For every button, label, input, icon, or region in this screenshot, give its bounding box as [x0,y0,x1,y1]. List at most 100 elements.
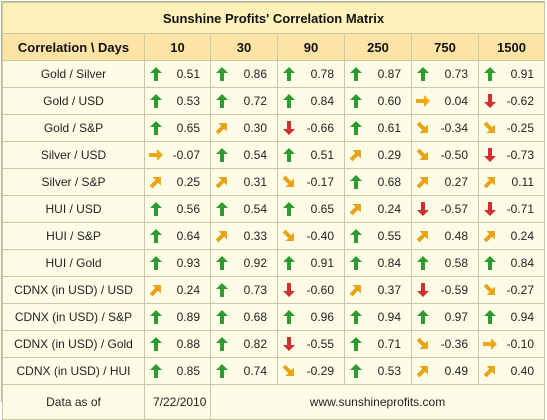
correlation-cell: 0.87 [344,60,412,88]
arrow-down-icon [416,202,430,216]
header-days-750: 750 [411,33,479,61]
arrow-up-icon [149,310,163,324]
arrow-up-icon [215,283,229,297]
row-label: Silver / S&P [2,168,145,196]
website-link[interactable]: www.sunshineprofits.com [210,384,545,420]
correlation-cell: 0.31 [210,168,278,196]
correlation-cell: 0.51 [277,141,345,169]
row-label: Gold / Silver [2,60,145,88]
table-row: Silver / USD -0.07 0.54 0.51 0.29 -0.50 -0.73 [2,141,545,169]
row-label: CDNX (in USD) / HUI [2,357,145,385]
correlation-value: 0.27 [444,175,468,189]
arrow-up-right-icon [416,229,430,243]
data-as-of-label: Data as of [2,384,145,420]
correlation-cell: -0.10 [478,330,545,358]
correlation-value: 0.56 [176,202,200,216]
table-row: CDNX (in USD) / HUI 0.85 0.74 -0.29 0.53 0.49… [2,357,545,385]
correlation-value: 0.78 [310,67,334,81]
arrow-up-icon [149,256,163,270]
correlation-cell: 0.84 [277,87,345,115]
arrow-up-icon [349,337,363,351]
correlation-cell: -0.62 [478,87,545,115]
arrow-down-icon [282,121,296,135]
arrow-up-right-icon [349,202,363,216]
correlation-value: -0.36 [440,337,468,351]
correlation-value: -0.10 [506,337,534,351]
correlation-cell: -0.27 [478,276,545,304]
correlation-value: 0.24 [377,202,401,216]
arrow-up-right-icon [483,364,497,378]
correlation-value: 0.11 [511,175,534,189]
arrow-down-icon [483,94,497,108]
correlation-cell: -0.25 [478,114,545,142]
correlation-value: 0.91 [310,256,334,270]
arrow-up-icon [349,229,363,243]
arrow-up-icon [282,310,296,324]
correlation-cell: 0.56 [144,195,211,223]
arrow-up-icon [349,67,363,81]
arrow-up-icon [349,94,363,108]
arrow-right-icon [483,337,497,351]
row-label: CDNX (in USD) / Gold [2,330,145,358]
row-label: Silver / USD [2,141,145,169]
header-correlation-days: Correlation \ Days [2,33,145,61]
correlation-cell: 0.68 [210,303,278,331]
correlation-cell: 0.73 [411,60,479,88]
arrow-up-right-icon [149,283,163,297]
arrow-up-icon [282,256,296,270]
correlation-value: 0.48 [444,229,468,243]
table-row: HUI / Gold 0.93 0.92 0.91 0.84 0.58 0.84 [2,249,545,277]
correlation-cell: 0.54 [210,141,278,169]
correlation-value: 0.30 [243,121,267,135]
arrow-up-icon [349,310,363,324]
correlation-cell: 0.71 [344,330,412,358]
arrow-up-icon [215,67,229,81]
correlation-value: 0.53 [176,94,200,108]
arrow-up-icon [349,175,363,189]
correlation-cell: -0.29 [277,357,345,385]
correlation-cell: 0.27 [411,168,479,196]
correlation-value: 0.53 [377,364,401,378]
correlation-cell: 0.37 [344,276,412,304]
correlation-cell: 0.65 [277,195,345,223]
data-date: 7/22/2010 [144,384,211,420]
correlation-value: 0.37 [377,283,401,297]
correlation-value: 0.97 [444,310,468,324]
arrow-down-right-icon [282,175,296,189]
correlation-value: 0.58 [444,256,468,270]
arrow-up-icon [483,67,497,81]
arrow-up-right-icon [215,121,229,135]
correlation-cell: 0.54 [210,195,278,223]
arrow-up-icon [149,67,163,81]
correlation-value: 0.84 [377,256,401,270]
arrow-up-icon [149,121,163,135]
correlation-cell: -0.17 [277,168,345,196]
arrow-down-right-icon [282,229,296,243]
arrow-down-icon [416,283,430,297]
correlation-cell: 0.60 [344,87,412,115]
table-row: Silver / S&P 0.25 0.31 -0.17 0.68 0.27 0.11 [2,168,545,196]
correlation-value: 0.25 [176,175,200,189]
arrow-up-icon [215,337,229,351]
arrow-up-icon [349,256,363,270]
correlation-value: -0.57 [440,202,468,216]
correlation-value: 0.31 [243,175,267,189]
arrow-up-icon [349,364,363,378]
correlation-cell: -0.50 [411,141,479,169]
correlation-value: 0.89 [176,310,200,324]
arrow-down-icon [483,148,497,162]
arrow-up-right-icon [349,148,363,162]
header-days-30: 30 [210,33,278,61]
correlation-value: 0.65 [310,202,334,216]
correlation-value: 0.68 [243,310,267,324]
row-label: Gold / S&P [2,114,145,142]
correlation-cell: 0.04 [411,87,479,115]
correlation-cell: -0.40 [277,222,345,250]
correlation-value: 0.68 [377,175,401,189]
correlation-cell: 0.84 [478,249,545,277]
correlation-value: 0.49 [444,364,468,378]
correlation-cell: -0.71 [478,195,545,223]
row-label: HUI / S&P [2,222,145,250]
correlation-value: 0.61 [377,121,401,135]
